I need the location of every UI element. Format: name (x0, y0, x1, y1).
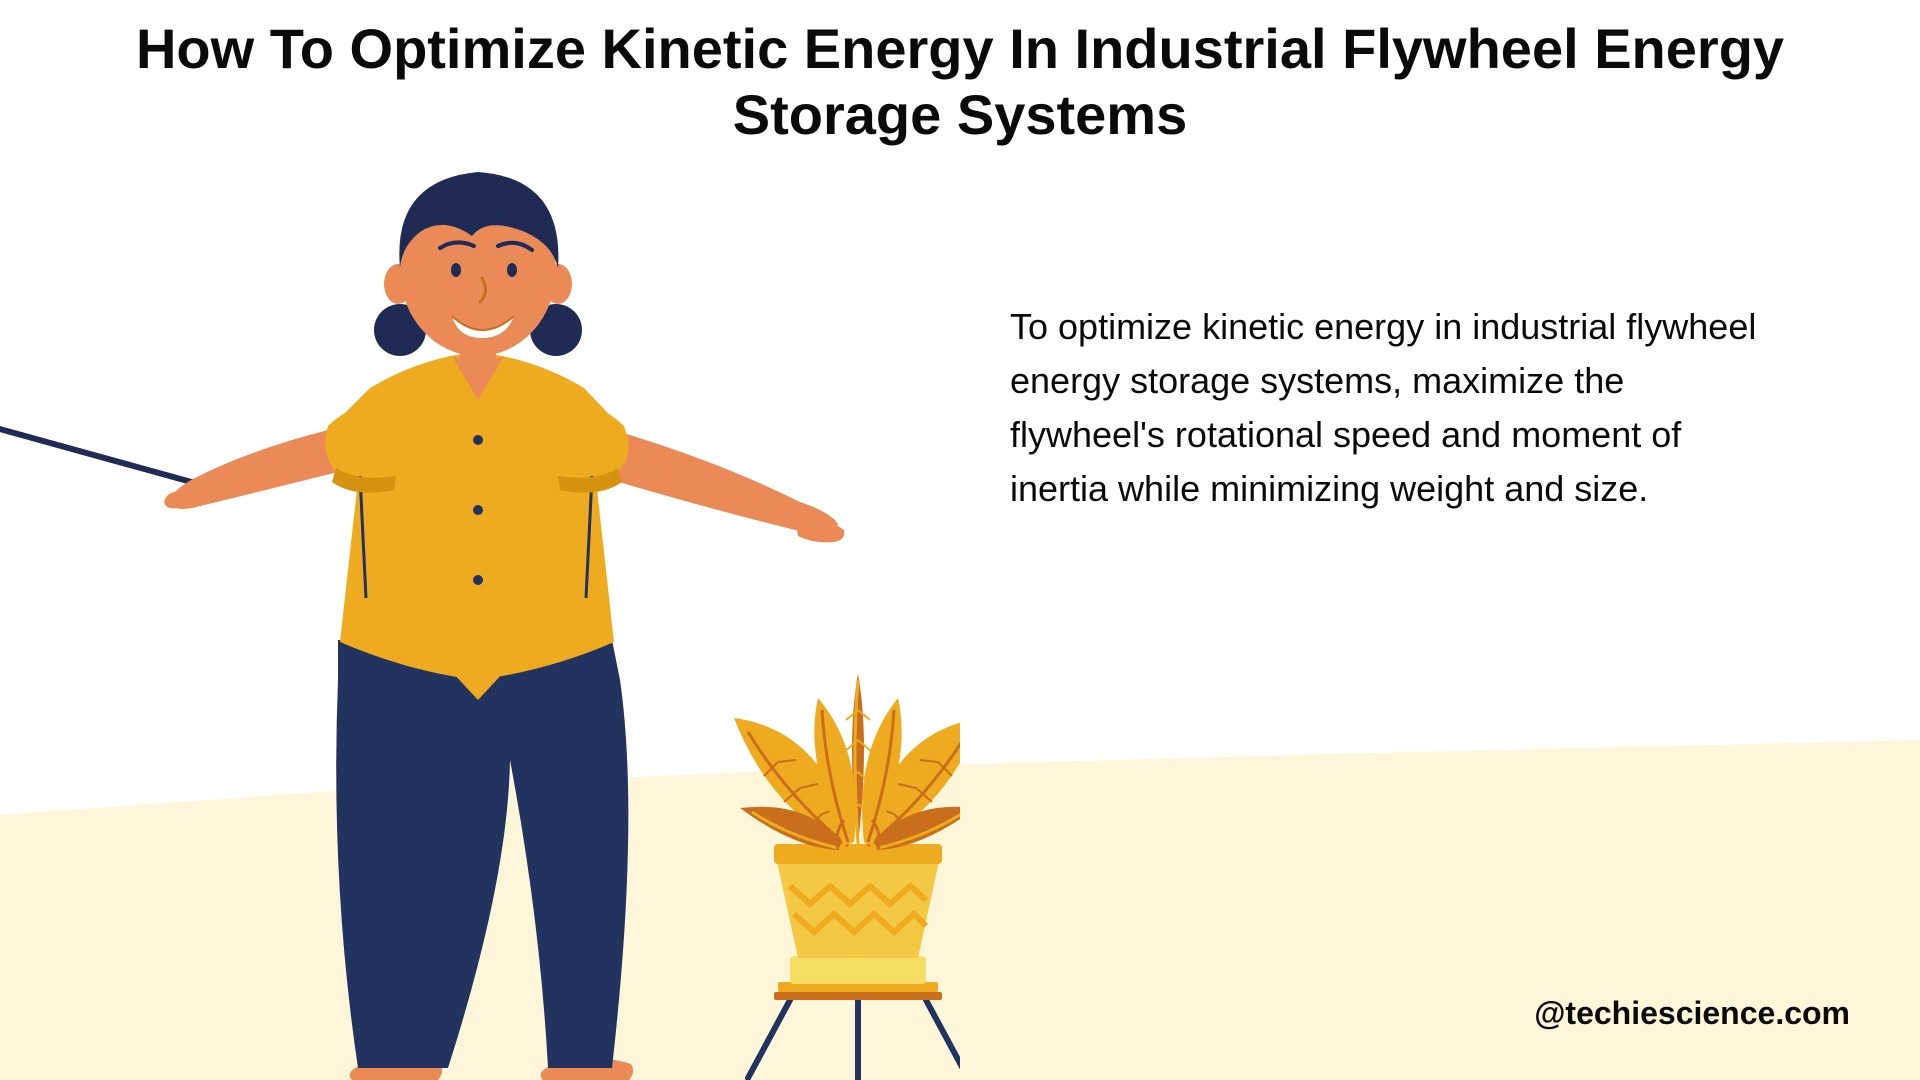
canvas: How To Optimize Kinetic Energy In Indust… (0, 0, 1920, 1080)
pointer-stick (0, 418, 195, 483)
body-paragraph: To optimize kinetic energy in industrial… (1010, 300, 1770, 516)
arm-left (164, 430, 341, 509)
hair-back (374, 304, 582, 356)
credit-label: @techiescience.com (1534, 995, 1850, 1032)
page-title: How To Optimize Kinetic Energy In Indust… (40, 16, 1880, 148)
arm-right (609, 432, 844, 542)
neck (460, 332, 496, 366)
face (440, 242, 532, 338)
hair-front (399, 172, 558, 268)
shirt (325, 352, 628, 700)
head (384, 184, 572, 356)
